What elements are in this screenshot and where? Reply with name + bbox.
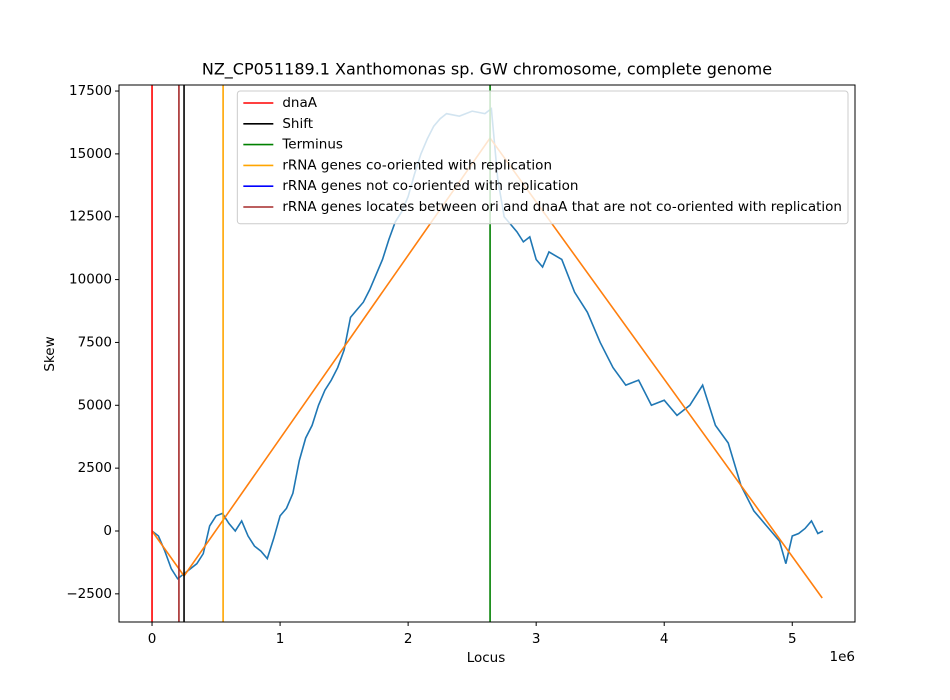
legend-label: rRNA genes co-oriented with replication [282,157,552,173]
x-axis-label: Locus [467,650,506,666]
legend: dnaA Shift Terminus rRNA genes co-oriented … [236,90,849,225]
x-tick-label: 3 [532,631,541,647]
legend-label: dnaA [282,95,317,111]
x-tick-label: 5 [788,631,797,647]
y-tick-label: 10000 [69,272,112,288]
plot-frame [118,84,856,623]
legend-box [236,90,849,225]
y-tick-label: 0 [103,523,112,539]
x-offset-label: 1e6 [830,649,855,665]
y-tick-label: 5000 [78,397,112,413]
y-tick-label: 7500 [78,334,112,350]
x-tick-label: 1 [276,631,285,647]
y-tick-label: −2500 [66,586,112,602]
y-tick-label: 12500 [69,209,112,225]
y-axis-label: Skew [42,336,58,371]
legend-label: Shift [282,116,313,132]
x-tick-label: 4 [660,631,669,647]
y-tick-label: 17500 [69,83,112,99]
y-tick-label: 2500 [78,460,112,476]
chart-title: NZ_CP051189.1 Xanthomonas sp. GW chromos… [202,60,772,80]
series-line [151,136,823,599]
x-tick-label: 2 [404,631,413,647]
legend-label: rRNA genes locates between ori and dnaA … [282,199,842,215]
x-tick-label: 0 [148,631,157,647]
legend-label: rRNA genes not co-oriented with replicat… [282,178,578,194]
y-tick-label: 15000 [69,146,112,162]
legend-label: Terminus [281,137,343,153]
